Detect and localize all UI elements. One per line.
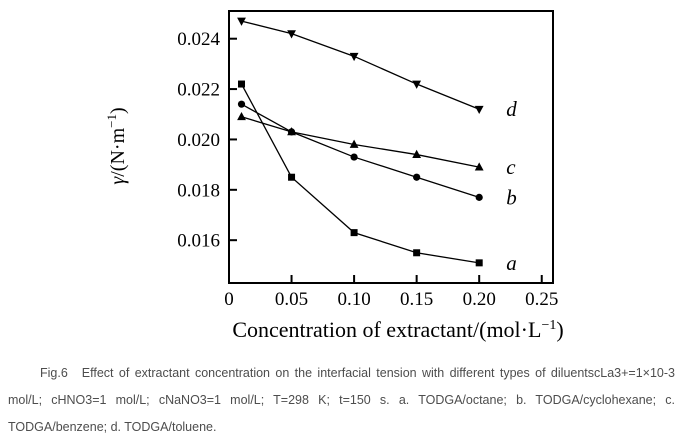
marker-circle xyxy=(350,153,358,161)
chart-canvas: a bc d 0.016 0.018 0.020 0.022 0.024 0 0.05 0.10 0.… xyxy=(104,10,564,342)
x-tick-label: 0.05 xyxy=(275,289,308,310)
y-tick-label: 0.022 xyxy=(177,80,220,101)
marker-triangle-up xyxy=(474,162,484,171)
x-tick-label: 0.10 xyxy=(337,289,370,310)
series-d: d xyxy=(237,17,517,121)
marker-triangle-up xyxy=(349,139,359,148)
series-label-d: d xyxy=(506,97,517,121)
y-tick-label: 0.024 xyxy=(177,29,220,50)
marker-triangle-up xyxy=(412,149,422,158)
series-c: c xyxy=(237,111,516,179)
marker-triangle-up xyxy=(237,111,246,121)
marker-square xyxy=(238,80,246,88)
marker-triangle-down xyxy=(287,30,296,39)
series-label-b: b xyxy=(506,185,517,209)
x-axis-title: Concentration of extractant/(mol·L−1) xyxy=(232,317,563,342)
plot-border xyxy=(228,10,554,284)
series-b: b xyxy=(237,100,517,209)
series-label-c: c xyxy=(506,155,516,179)
x-tick-label: 0 xyxy=(224,289,234,310)
figure-plot-area: a b c d 0.016 0.018 0.020 0.022 0.024 0 0.05 0.10 0.… xyxy=(104,10,564,342)
y-tick-label: 0.020 xyxy=(177,130,220,151)
marker-triangle-down xyxy=(237,17,246,26)
y-axis-title: γ/(N·m−1) xyxy=(104,107,129,184)
marker-circle xyxy=(475,193,483,201)
series-label-a: a xyxy=(506,251,517,275)
x-tick-label: 0.25 xyxy=(525,289,558,310)
figure-number: Fig.6 xyxy=(40,366,68,380)
marker-square xyxy=(413,249,421,257)
marker-square xyxy=(288,173,296,181)
y-tick-label: 0.016 xyxy=(177,231,220,252)
series-a: a xyxy=(238,80,517,275)
x-tick-label: 0.20 xyxy=(463,289,496,310)
marker-triangle-down xyxy=(474,105,484,115)
x-axis: 0 0.05 0.10 0.15 0.20 0.25 xyxy=(224,275,558,310)
marker-triangle-up xyxy=(287,127,296,136)
marker-circle xyxy=(237,100,246,108)
x-tick-label: 0.15 xyxy=(400,289,433,310)
y-axis: 0.016 0.018 0.020 0.022 0.024 xyxy=(177,29,237,252)
marker-circle xyxy=(413,173,421,181)
y-tick-label: 0.018 xyxy=(177,180,220,201)
figure-caption-text: Effect of extractant concentration on th… xyxy=(8,366,675,433)
marker-square xyxy=(350,229,358,237)
marker-square xyxy=(475,259,483,267)
figure-caption: Fig.6 Effect of extractant concentration … xyxy=(8,360,675,433)
marker-triangle-down xyxy=(349,52,359,62)
marker-triangle-down xyxy=(412,80,422,89)
